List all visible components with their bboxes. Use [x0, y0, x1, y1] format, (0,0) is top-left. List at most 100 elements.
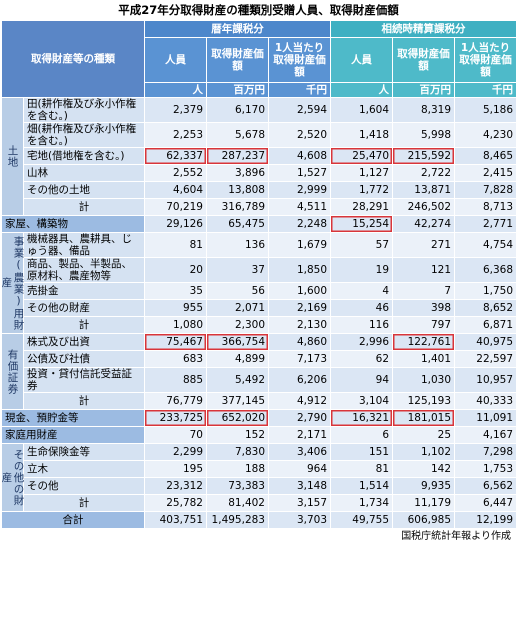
cell-value: 81,402 [206, 494, 269, 512]
cell-value: 2,169 [267, 299, 332, 317]
cell-value: 73,383 [206, 477, 269, 495]
row-label: 計 [23, 392, 145, 410]
row-label: 機械器具、農耕具、じゅう器、備品 [23, 232, 145, 258]
table-row: その他 23,312 73,383 3,148 1,514 9,935 6,562 [2, 477, 517, 495]
cell-value: 2,300 [206, 316, 269, 334]
cell-value: 1,679 [267, 232, 332, 258]
row-label: 合計 [1, 511, 145, 529]
column-header: 取得財産価額 [392, 37, 456, 83]
row-label: 商品、製品、半製品、原材料、農産物等 [23, 257, 145, 283]
cell-value: 287,237 [206, 147, 269, 165]
row-label: 現金、預貯金等 [1, 409, 145, 427]
cell-value: 246,502 [392, 198, 456, 216]
row-label: 畑(耕作権及び永小作権を含む。) [23, 122, 145, 148]
cell-value: 4,912 [267, 392, 332, 410]
group-label: 事業(農業)用財産 [1, 232, 25, 334]
table-row: 投資・貸付信託受益証券 885 5,492 6,206 94 1,030 10,957 [2, 367, 517, 393]
table-row: その他の土地 4,604 13,808 2,999 1,772 13,871 7,828 [2, 181, 517, 199]
cell-value: 56 [206, 282, 269, 300]
cell-value: 1,527 [267, 164, 332, 182]
cell-value: 964 [267, 460, 332, 478]
cell-value: 4,899 [206, 350, 269, 368]
cell-value: 4,230 [454, 122, 517, 148]
cell-value: 181,015 [392, 409, 456, 427]
cell-value: 8,319 [392, 97, 456, 123]
table-row: 土地 田(耕作権及び永小作権を含む。) 2,379 6,170 2,594 1,604 8,… [1, 97, 517, 216]
cell-value: 25,470 [330, 147, 394, 165]
cell-value: 6 [330, 426, 394, 444]
cell-value: 5,998 [392, 122, 456, 148]
cell-value: 377,145 [206, 392, 269, 410]
cell-value: 2,790 [267, 409, 332, 427]
cell-value: 152 [206, 426, 269, 444]
cell-value: 7 [392, 282, 456, 300]
cell-value: 4 [330, 282, 394, 300]
cell-value: 10,957 [454, 367, 517, 393]
row-label: その他の土地 [23, 181, 145, 199]
cell-value: 29,126 [144, 215, 207, 233]
cell-value: 5,186 [454, 97, 517, 123]
cell-value: 25 [392, 426, 456, 444]
group-header: 相続時精算課税分 [330, 20, 517, 38]
table-row: 合計 403,751 1,495,283 3,703 49,755 606,985 12,1… [1, 511, 517, 529]
cell-value: 683 [144, 350, 207, 368]
cell-value: 3,896 [206, 164, 269, 182]
cell-value: 4,608 [267, 147, 332, 165]
cell-value: 606,985 [392, 511, 456, 529]
row-label: 山林 [23, 164, 145, 182]
cell-value: 70,219 [144, 198, 207, 216]
cell-value: 3,703 [267, 511, 332, 529]
cell-value: 797 [392, 316, 456, 334]
header-row: 人員 取得財産価額 1人当たり取得財産価額 人員 取得財産価額 1人当たり取得財産価額 [2, 37, 517, 83]
cell-value: 22,597 [454, 350, 517, 368]
table-row: 計 1,080 2,300 2,130 116 797 6,871 [2, 316, 517, 334]
cell-value: 1,514 [330, 477, 394, 495]
cell-value: 2,253 [144, 122, 207, 148]
cell-value: 8,713 [454, 198, 517, 216]
cell-value: 8,652 [454, 299, 517, 317]
row-label: 計 [23, 316, 145, 334]
cell-value: 46 [330, 299, 394, 317]
cell-value: 2,415 [454, 164, 517, 182]
table-row: 商品、製品、半製品、原材料、農産物等 20 37 1,850 19 121 6,368 [2, 257, 517, 283]
cell-value: 366,754 [206, 333, 269, 351]
cell-value: 6,871 [454, 316, 517, 334]
cell-value: 3,148 [267, 477, 332, 495]
cell-value: 5,492 [206, 367, 269, 393]
cell-value: 11,179 [392, 494, 456, 512]
row-label: 株式及び出資 [23, 333, 145, 351]
table-row: 計 25,782 81,402 3,157 1,734 11,179 6,447 [2, 494, 517, 512]
cell-value: 6,206 [267, 367, 332, 393]
cell-value: 1,495,283 [206, 511, 269, 529]
cell-value: 81 [330, 460, 394, 478]
footer: 国税庁統計年報より作成 [401, 531, 511, 542]
cell-value: 4,754 [454, 232, 517, 258]
title: 平成27年分取得財産の種類別受贈人員、取得財産価額 [118, 3, 399, 17]
column-header: 人員 [330, 37, 394, 83]
cell-value: 1,401 [392, 350, 456, 368]
cell-value: 6,562 [454, 477, 517, 495]
row-label: 家庭用財産 [1, 426, 145, 444]
row-label: 計 [23, 198, 145, 216]
table-row: 売掛金 35 56 1,600 4 7 1,750 [2, 282, 517, 300]
header-row: 人百万円 千円人百万円 千円 [2, 82, 517, 98]
table-row: 家屋、構築物 29,126 65,475 2,248 15,254 42,274 2,771 [1, 215, 517, 233]
cell-value: 15,254 [330, 215, 394, 233]
cell-value: 1,030 [392, 367, 456, 393]
table-row: 計 70,219 316,789 4,511 28,291 246,502 8,713 [2, 198, 517, 216]
cell-value: 136 [206, 232, 269, 258]
cell-value: 1,734 [330, 494, 394, 512]
column-header: 1人当たり取得財産価額 [454, 37, 517, 83]
cell-value: 11,091 [454, 409, 517, 427]
cell-value: 6,447 [454, 494, 517, 512]
group-header: 暦年課税分 [143, 20, 332, 38]
cell-value: 13,808 [206, 181, 269, 199]
item-header: 取得財産等の種類 [1, 20, 145, 98]
cell-value: 2,996 [330, 333, 394, 351]
cell-value: 7,298 [454, 443, 517, 461]
cell-value: 49,755 [330, 511, 394, 529]
table-row: 宅地(借地権を含む。) 62,337 287,237 4,608 25,470 215,5… [2, 147, 517, 165]
cell-value: 5,678 [206, 122, 269, 148]
cell-value: 403,751 [144, 511, 207, 529]
